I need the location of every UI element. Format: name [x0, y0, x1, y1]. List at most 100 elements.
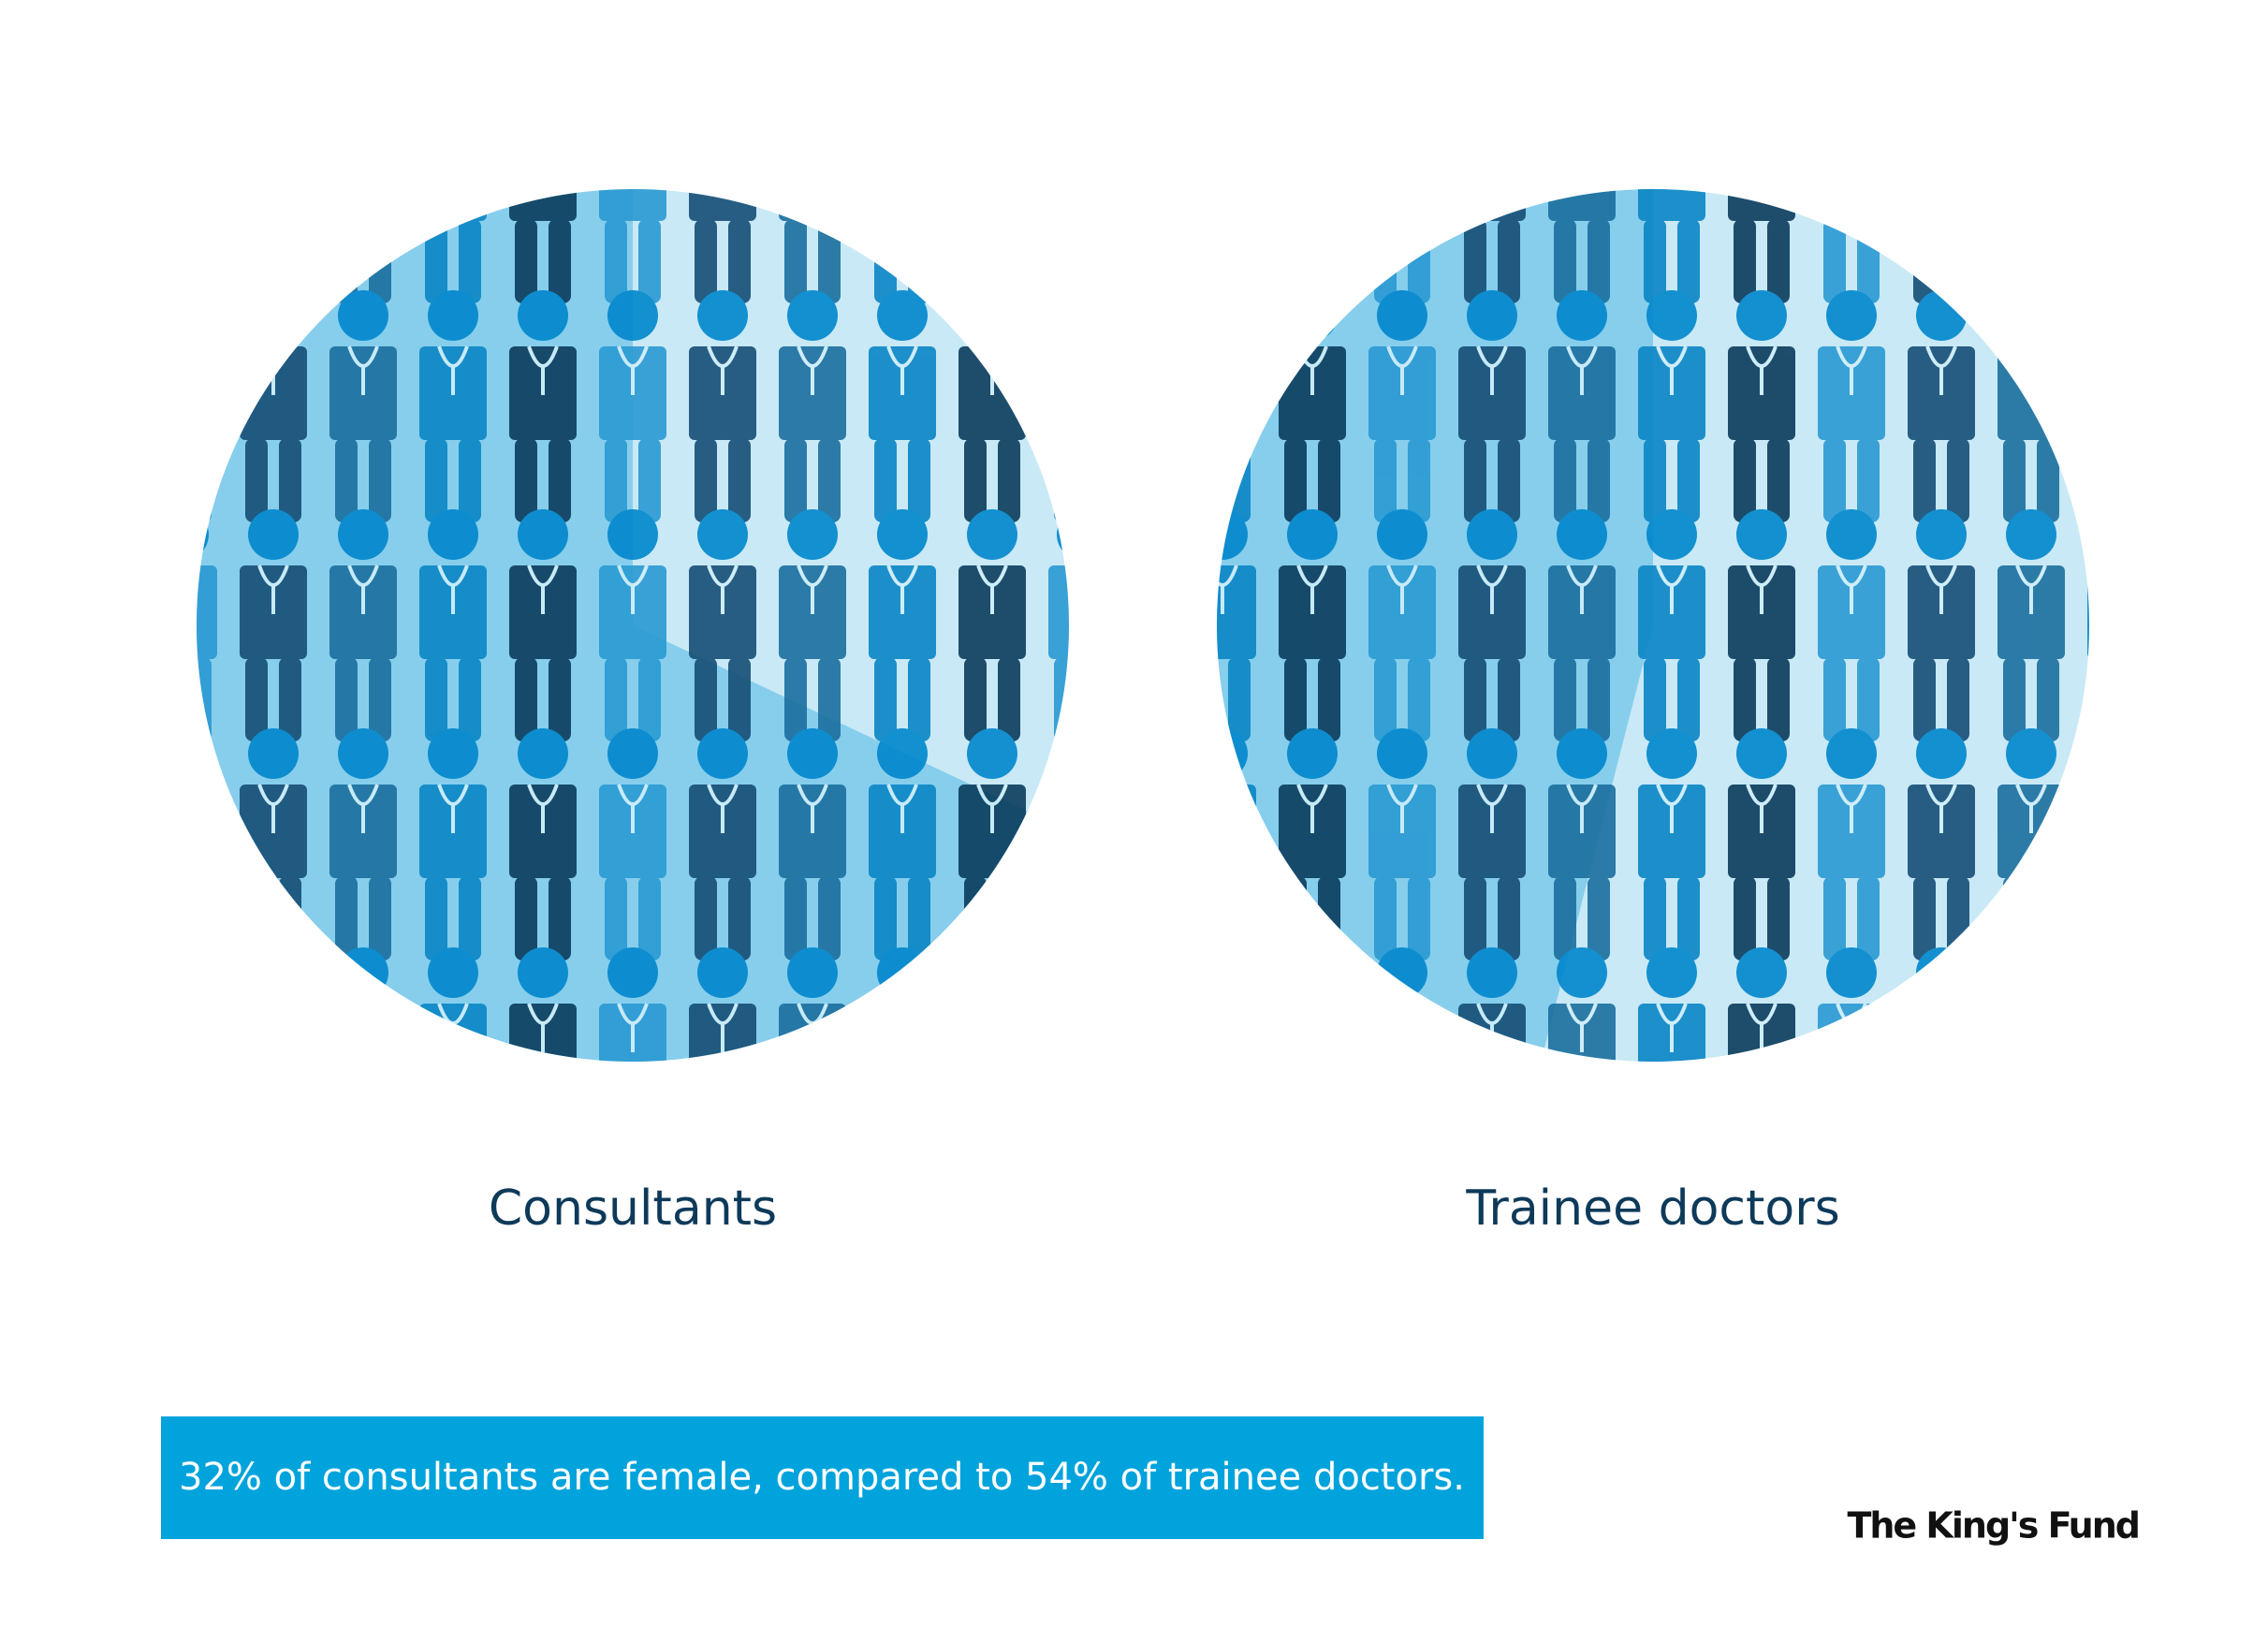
person-head — [2096, 71, 2146, 122]
person-body — [329, 189, 397, 221]
person-leg — [155, 657, 178, 741]
person-leg — [1374, 657, 1397, 741]
person-leg — [155, 219, 178, 303]
person-leg — [2003, 657, 2026, 741]
person-leg — [1088, 657, 1110, 741]
person-leg — [1408, 657, 1430, 741]
person-leg — [1588, 438, 1610, 522]
person-leg — [1228, 438, 1251, 522]
person-icon — [1638, 290, 1705, 522]
stethoscope — [1746, 784, 1778, 833]
person-leg — [1644, 438, 1666, 522]
stethoscope — [527, 1003, 559, 1052]
person-leg — [1913, 876, 1936, 961]
person-icon — [1458, 509, 1526, 741]
person-leg — [515, 219, 537, 303]
person-icon — [2087, 346, 2089, 440]
person-leg — [1318, 657, 1340, 741]
stethoscope — [797, 565, 828, 614]
person-leg — [1644, 876, 1666, 961]
person-body — [1279, 189, 1346, 221]
person-leg — [1913, 1095, 1936, 1180]
person-leg — [1677, 438, 1700, 522]
person-leg — [1088, 438, 1110, 522]
person-head — [1287, 947, 1338, 998]
person-leg — [2003, 219, 2026, 303]
person-body — [1368, 1004, 1436, 1062]
person-leg — [1767, 219, 1790, 303]
stethoscope — [707, 1003, 739, 1052]
person-leg — [1194, 657, 1217, 741]
person-icon — [509, 947, 577, 1180]
person-icon — [1217, 947, 1256, 1062]
person-leg — [1284, 657, 1307, 741]
person-head — [967, 728, 1017, 779]
person-leg — [279, 219, 301, 303]
person-leg — [908, 438, 930, 522]
person-head — [1826, 509, 1877, 560]
person-leg — [1554, 876, 1576, 961]
stethoscope — [347, 345, 379, 395]
stethoscope — [1566, 784, 1598, 833]
person-leg — [549, 1095, 571, 1180]
person-icon — [1548, 290, 1616, 522]
person-icon — [1818, 509, 1885, 741]
person-head — [1287, 290, 1338, 341]
person-leg — [1857, 876, 1880, 961]
person-leg — [605, 438, 627, 522]
person-leg — [1054, 876, 1069, 961]
person-leg — [1734, 876, 1756, 961]
person-head — [877, 290, 928, 341]
stethoscope — [619, 127, 647, 176]
person-icon — [599, 509, 666, 741]
stethoscope — [888, 127, 916, 176]
person-leg — [605, 657, 627, 741]
person-leg — [998, 438, 1020, 522]
person-head — [338, 290, 388, 341]
person-head — [1377, 728, 1427, 779]
person-body — [1728, 1004, 1795, 1062]
person-body — [689, 189, 756, 221]
person-head — [697, 728, 748, 779]
person-head — [1646, 509, 1697, 560]
person-head — [607, 947, 658, 998]
person-leg — [1498, 219, 1520, 303]
person-leg — [335, 1095, 358, 1180]
stethoscope — [1298, 127, 1326, 176]
person-icon — [1217, 189, 1256, 303]
stethoscope — [2015, 784, 2047, 833]
person-leg — [1734, 438, 1756, 522]
person-icon — [1279, 509, 1346, 741]
stethoscope — [1386, 565, 1418, 614]
person-leg — [1947, 876, 1969, 961]
person-leg — [1588, 219, 1610, 303]
stethoscope — [1066, 784, 1069, 833]
person-head — [1916, 71, 1967, 122]
person-head — [1916, 728, 1967, 779]
person-leg — [2093, 1095, 2115, 1180]
person-icon — [869, 509, 936, 741]
person-leg — [1947, 657, 1969, 741]
person-leg — [1823, 657, 1846, 741]
stethoscope — [886, 1003, 918, 1052]
person-leg — [1318, 876, 1340, 961]
stethoscope — [1746, 565, 1778, 614]
person-leg — [695, 438, 717, 522]
person-leg — [2037, 438, 2059, 522]
person-head — [967, 290, 1017, 341]
person-body — [1728, 189, 1795, 221]
person-body — [1217, 346, 1256, 440]
person-leg — [1284, 438, 1307, 522]
person-head — [1287, 71, 1338, 122]
person-leg — [1408, 219, 1430, 303]
person-leg — [1767, 876, 1790, 961]
person-head — [518, 947, 568, 998]
person-leg — [549, 438, 571, 522]
stethoscope — [437, 345, 469, 395]
person-body — [197, 785, 217, 878]
person-head — [1217, 728, 1248, 779]
person-leg — [908, 1095, 930, 1180]
person-body — [329, 1004, 397, 1062]
person-icon — [1048, 189, 1069, 303]
stethoscope — [259, 127, 287, 176]
